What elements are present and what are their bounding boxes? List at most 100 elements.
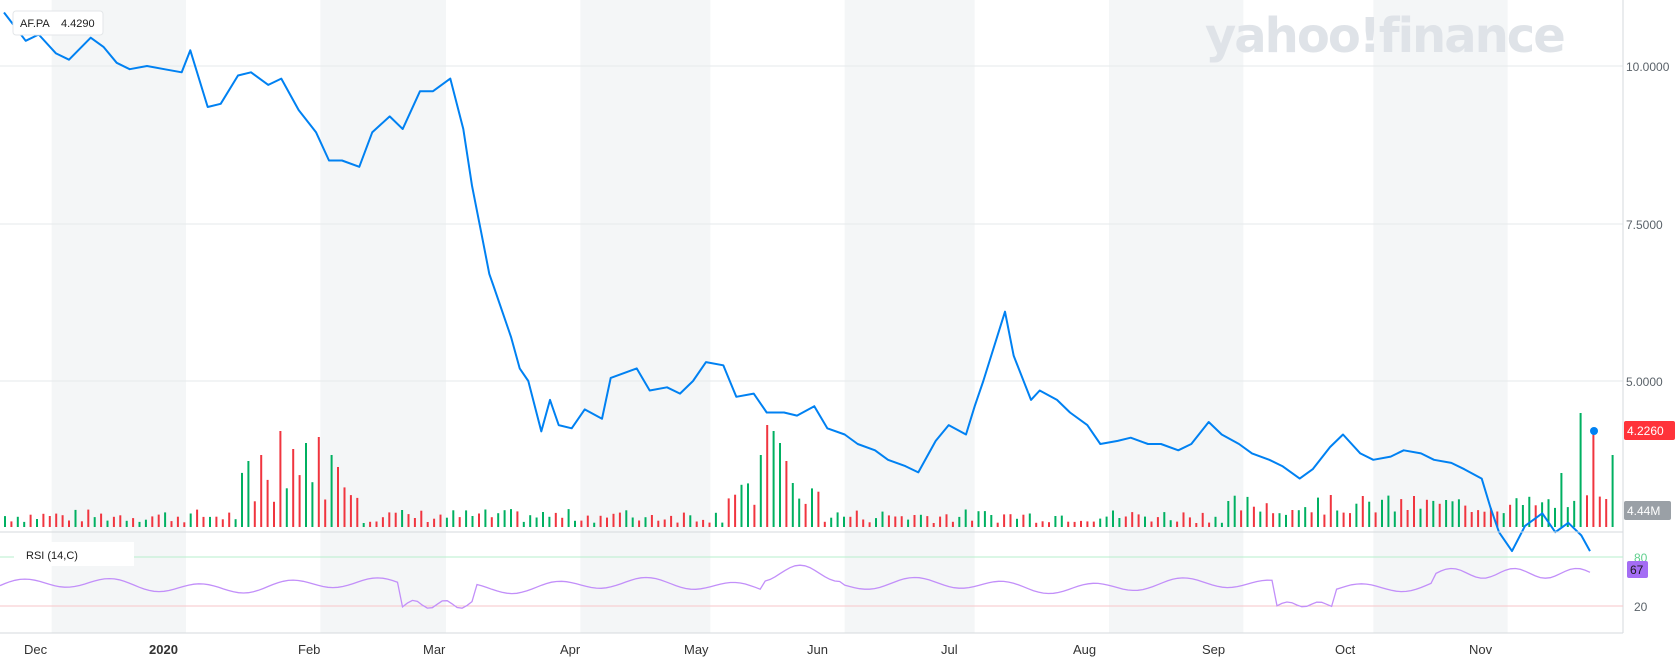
volume-bar [740, 484, 743, 527]
volume-bar [702, 519, 705, 527]
volume-bar [964, 509, 967, 527]
volume-bar [1214, 516, 1217, 527]
last-price-value: 4.2260 [1627, 424, 1664, 438]
volume-bar [445, 517, 448, 527]
volume-bar [1035, 522, 1038, 527]
volume-bar [1259, 511, 1262, 527]
volume-bar [1201, 512, 1204, 527]
volume-bar [1387, 495, 1390, 527]
volume-bar [1144, 516, 1146, 527]
volume-bar [74, 509, 77, 527]
volume-bar [16, 516, 19, 527]
volume-bar [996, 522, 999, 527]
volume-bar [798, 498, 801, 527]
volume-bar [1118, 518, 1121, 527]
volume-bar [100, 513, 103, 527]
volume-bar [1003, 514, 1006, 527]
volume-bar [1054, 516, 1057, 527]
volume-bar [522, 521, 525, 527]
volume-bar [817, 491, 820, 527]
volume-bar [1425, 499, 1428, 527]
volume-bar [862, 519, 865, 527]
volume-bar [1336, 510, 1339, 527]
volume-bar [112, 516, 115, 527]
volume-bar [1374, 512, 1377, 527]
volume-bar [202, 516, 205, 527]
volume-bar [401, 510, 404, 527]
volume-bar [682, 512, 685, 527]
volume-bar [670, 515, 673, 527]
volume-bar [343, 487, 346, 527]
volume-bar [721, 522, 724, 527]
volume-bar [93, 517, 96, 527]
volume-bar [843, 516, 845, 527]
volume-bar [804, 503, 807, 527]
volume-bar [241, 472, 243, 527]
volume-bar [1566, 507, 1569, 527]
volume-bar [1406, 510, 1409, 527]
volume-bar [4, 516, 6, 527]
volume-bar [958, 516, 961, 527]
volume-bar [1163, 512, 1166, 527]
month-label: Feb [298, 642, 320, 657]
volume-bar [125, 520, 128, 527]
volume-bar [586, 515, 589, 527]
time-axis: Dec 2020 Feb Mar Apr May Jun Jul Aug Sep… [24, 642, 1493, 657]
volume-bar [1534, 505, 1537, 527]
volume-bar [945, 514, 948, 527]
volume-bar [580, 520, 583, 527]
volume-bar [907, 519, 910, 527]
volume-bar [1445, 500, 1448, 527]
volume-bar [407, 514, 410, 527]
price-line [3, 11, 1591, 553]
volume-bar [157, 514, 160, 527]
volume-bar [273, 501, 275, 527]
volume-bar [228, 512, 231, 527]
volume-bar [176, 516, 179, 527]
rsi-current-value: 67 [1630, 563, 1644, 577]
volume-bar [657, 520, 660, 527]
month-label: Jul [941, 642, 958, 657]
volume-bar [465, 510, 468, 527]
volume-bar [913, 515, 916, 527]
volume-bar [1291, 510, 1294, 527]
volume-bar [1586, 495, 1588, 527]
volume-bar [170, 521, 173, 527]
rsi-level-20: 20 [1634, 600, 1648, 614]
volume-bar [1028, 513, 1031, 527]
month-band [844, 0, 975, 633]
volume-bar [791, 483, 794, 527]
volume-bar [1099, 518, 1102, 527]
volume-bar [1208, 522, 1211, 527]
volume-bar [1489, 508, 1492, 527]
volume-bar [1477, 510, 1480, 527]
volume-bar [29, 514, 32, 527]
volume-bar [324, 499, 327, 527]
volume-bar [1297, 510, 1300, 527]
volume-bar [542, 512, 544, 527]
volume-bar [87, 509, 90, 527]
volume-bar [1521, 505, 1524, 527]
volume-bar [932, 523, 935, 527]
price-gridlines [0, 65, 1623, 382]
volume-bar [714, 512, 717, 527]
volume-bar [1611, 455, 1614, 527]
month-label: Aug [1073, 642, 1096, 657]
volume-bar [1470, 512, 1473, 527]
volume-bar [80, 521, 83, 527]
rsi-label: RSI (14,C) [26, 550, 78, 562]
volume-bar [1515, 498, 1518, 527]
volume-bar [1573, 500, 1576, 527]
volume-bar [529, 515, 532, 527]
volume-bar [766, 425, 769, 527]
volume-bar [919, 514, 922, 527]
volume-bar [1176, 521, 1179, 527]
volume-bar [1464, 505, 1467, 527]
volume-bar [1509, 504, 1512, 527]
volume-bar [23, 521, 26, 527]
last-price-tag: 4.2260 [1624, 421, 1675, 440]
volume-bar [196, 509, 199, 527]
volume-bar [189, 513, 192, 527]
volume-bar [811, 488, 813, 527]
volume-bar [1112, 510, 1114, 527]
